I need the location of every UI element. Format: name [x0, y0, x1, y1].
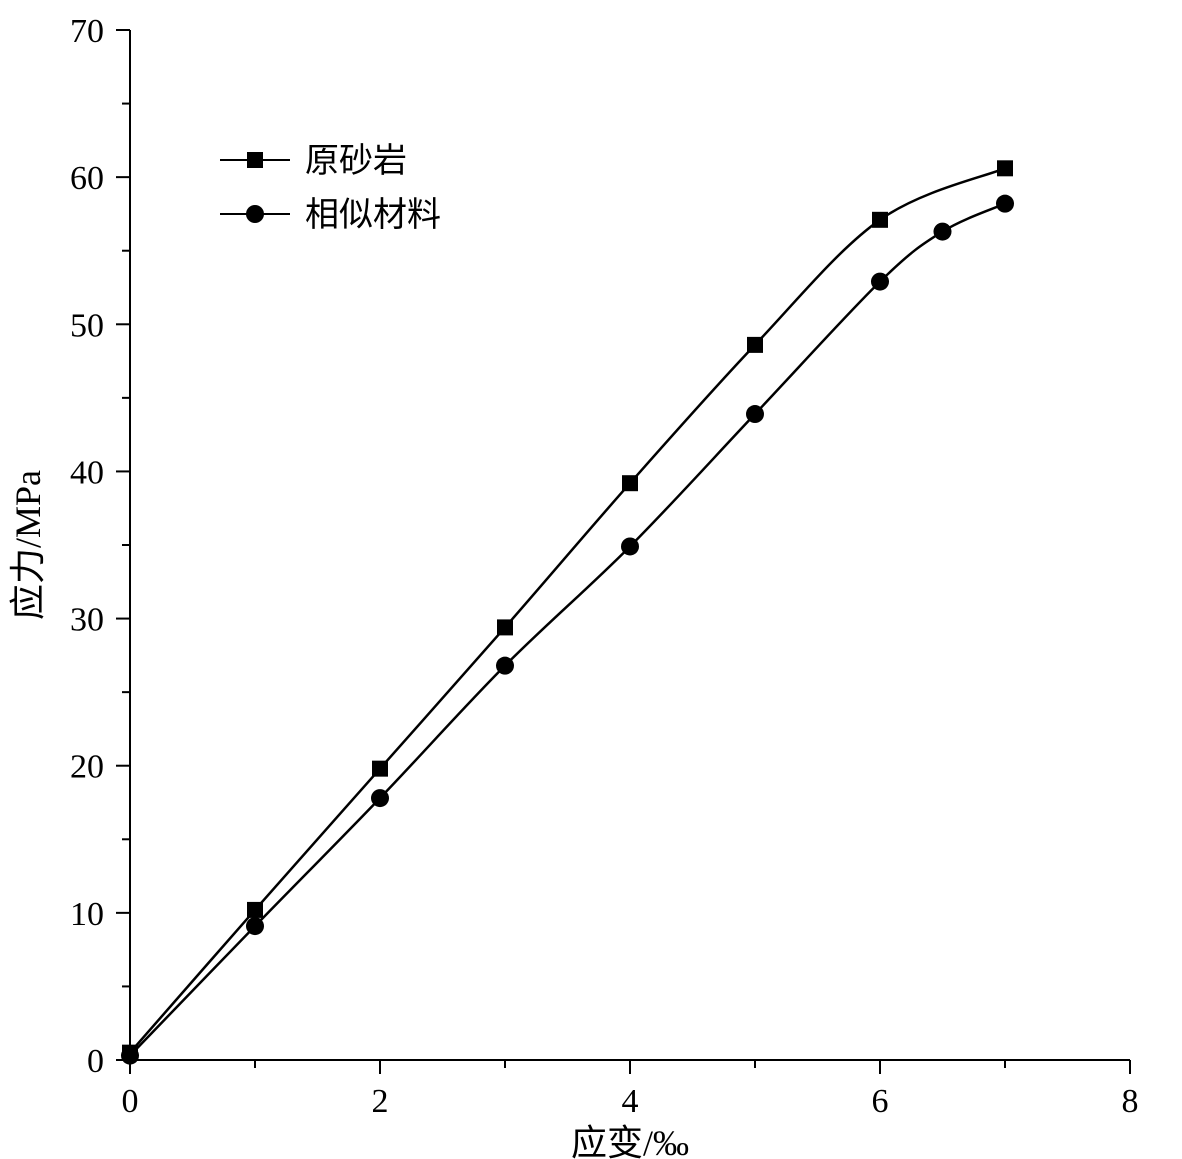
circle-marker-icon	[934, 223, 952, 241]
stress-strain-chart: 0 2 4 6 8 0 10 20 30 40 50 60 70 应变/‰ 应力/MPa 原砂岩相似材料	[0, 0, 1182, 1159]
circle-marker-icon	[246, 917, 264, 935]
x-tick-label: 2	[372, 1083, 389, 1120]
y-tick-label: 20	[70, 749, 104, 786]
y-tick-label: 40	[70, 454, 104, 491]
square-marker-icon	[622, 475, 638, 491]
square-marker-icon	[997, 160, 1013, 176]
tick-labels: 0 2 4 6 8 0 10 20 30 40 50 60 70	[70, 13, 1139, 1120]
legend-square-marker-icon	[247, 152, 263, 168]
legend-circle-marker-icon	[246, 205, 264, 223]
legend: 原砂岩相似材料	[220, 142, 441, 234]
x-tick-label: 4	[622, 1083, 639, 1120]
y-tick-label: 50	[70, 307, 104, 344]
y-tick-label: 0	[87, 1043, 104, 1080]
legend-label-1: 相似材料	[305, 196, 441, 234]
circle-marker-icon	[621, 537, 639, 555]
square-marker-icon	[872, 212, 888, 228]
square-marker-icon	[747, 337, 763, 353]
y-tick-label: 30	[70, 602, 104, 639]
x-tick-label: 8	[1122, 1083, 1139, 1120]
y-tick-label: 70	[70, 13, 104, 50]
square-marker-icon	[497, 619, 513, 635]
x-axis-label: 应变/‰	[571, 1123, 689, 1159]
circle-marker-icon	[496, 657, 514, 675]
chart-svg: 0 2 4 6 8 0 10 20 30 40 50 60 70 应变/‰ 应力/MPa 原砂岩相似材料	[0, 0, 1182, 1159]
circle-marker-icon	[871, 273, 889, 291]
axis-labels: 应变/‰ 应力/MPa	[8, 470, 689, 1159]
data-series	[121, 160, 1014, 1064]
circle-marker-icon	[996, 195, 1014, 213]
y-tick-label: 10	[70, 896, 104, 933]
circle-marker-icon	[121, 1047, 139, 1065]
legend-label-0: 原砂岩	[305, 142, 407, 180]
square-marker-icon	[372, 761, 388, 777]
square-marker-icon	[247, 902, 263, 918]
y-tick-label: 60	[70, 160, 104, 197]
y-axis-label: 应力/MPa	[8, 470, 48, 620]
x-tick-label: 6	[872, 1083, 889, 1120]
circle-marker-icon	[746, 405, 764, 423]
x-tick-label: 0	[122, 1083, 139, 1120]
circle-marker-icon	[371, 789, 389, 807]
